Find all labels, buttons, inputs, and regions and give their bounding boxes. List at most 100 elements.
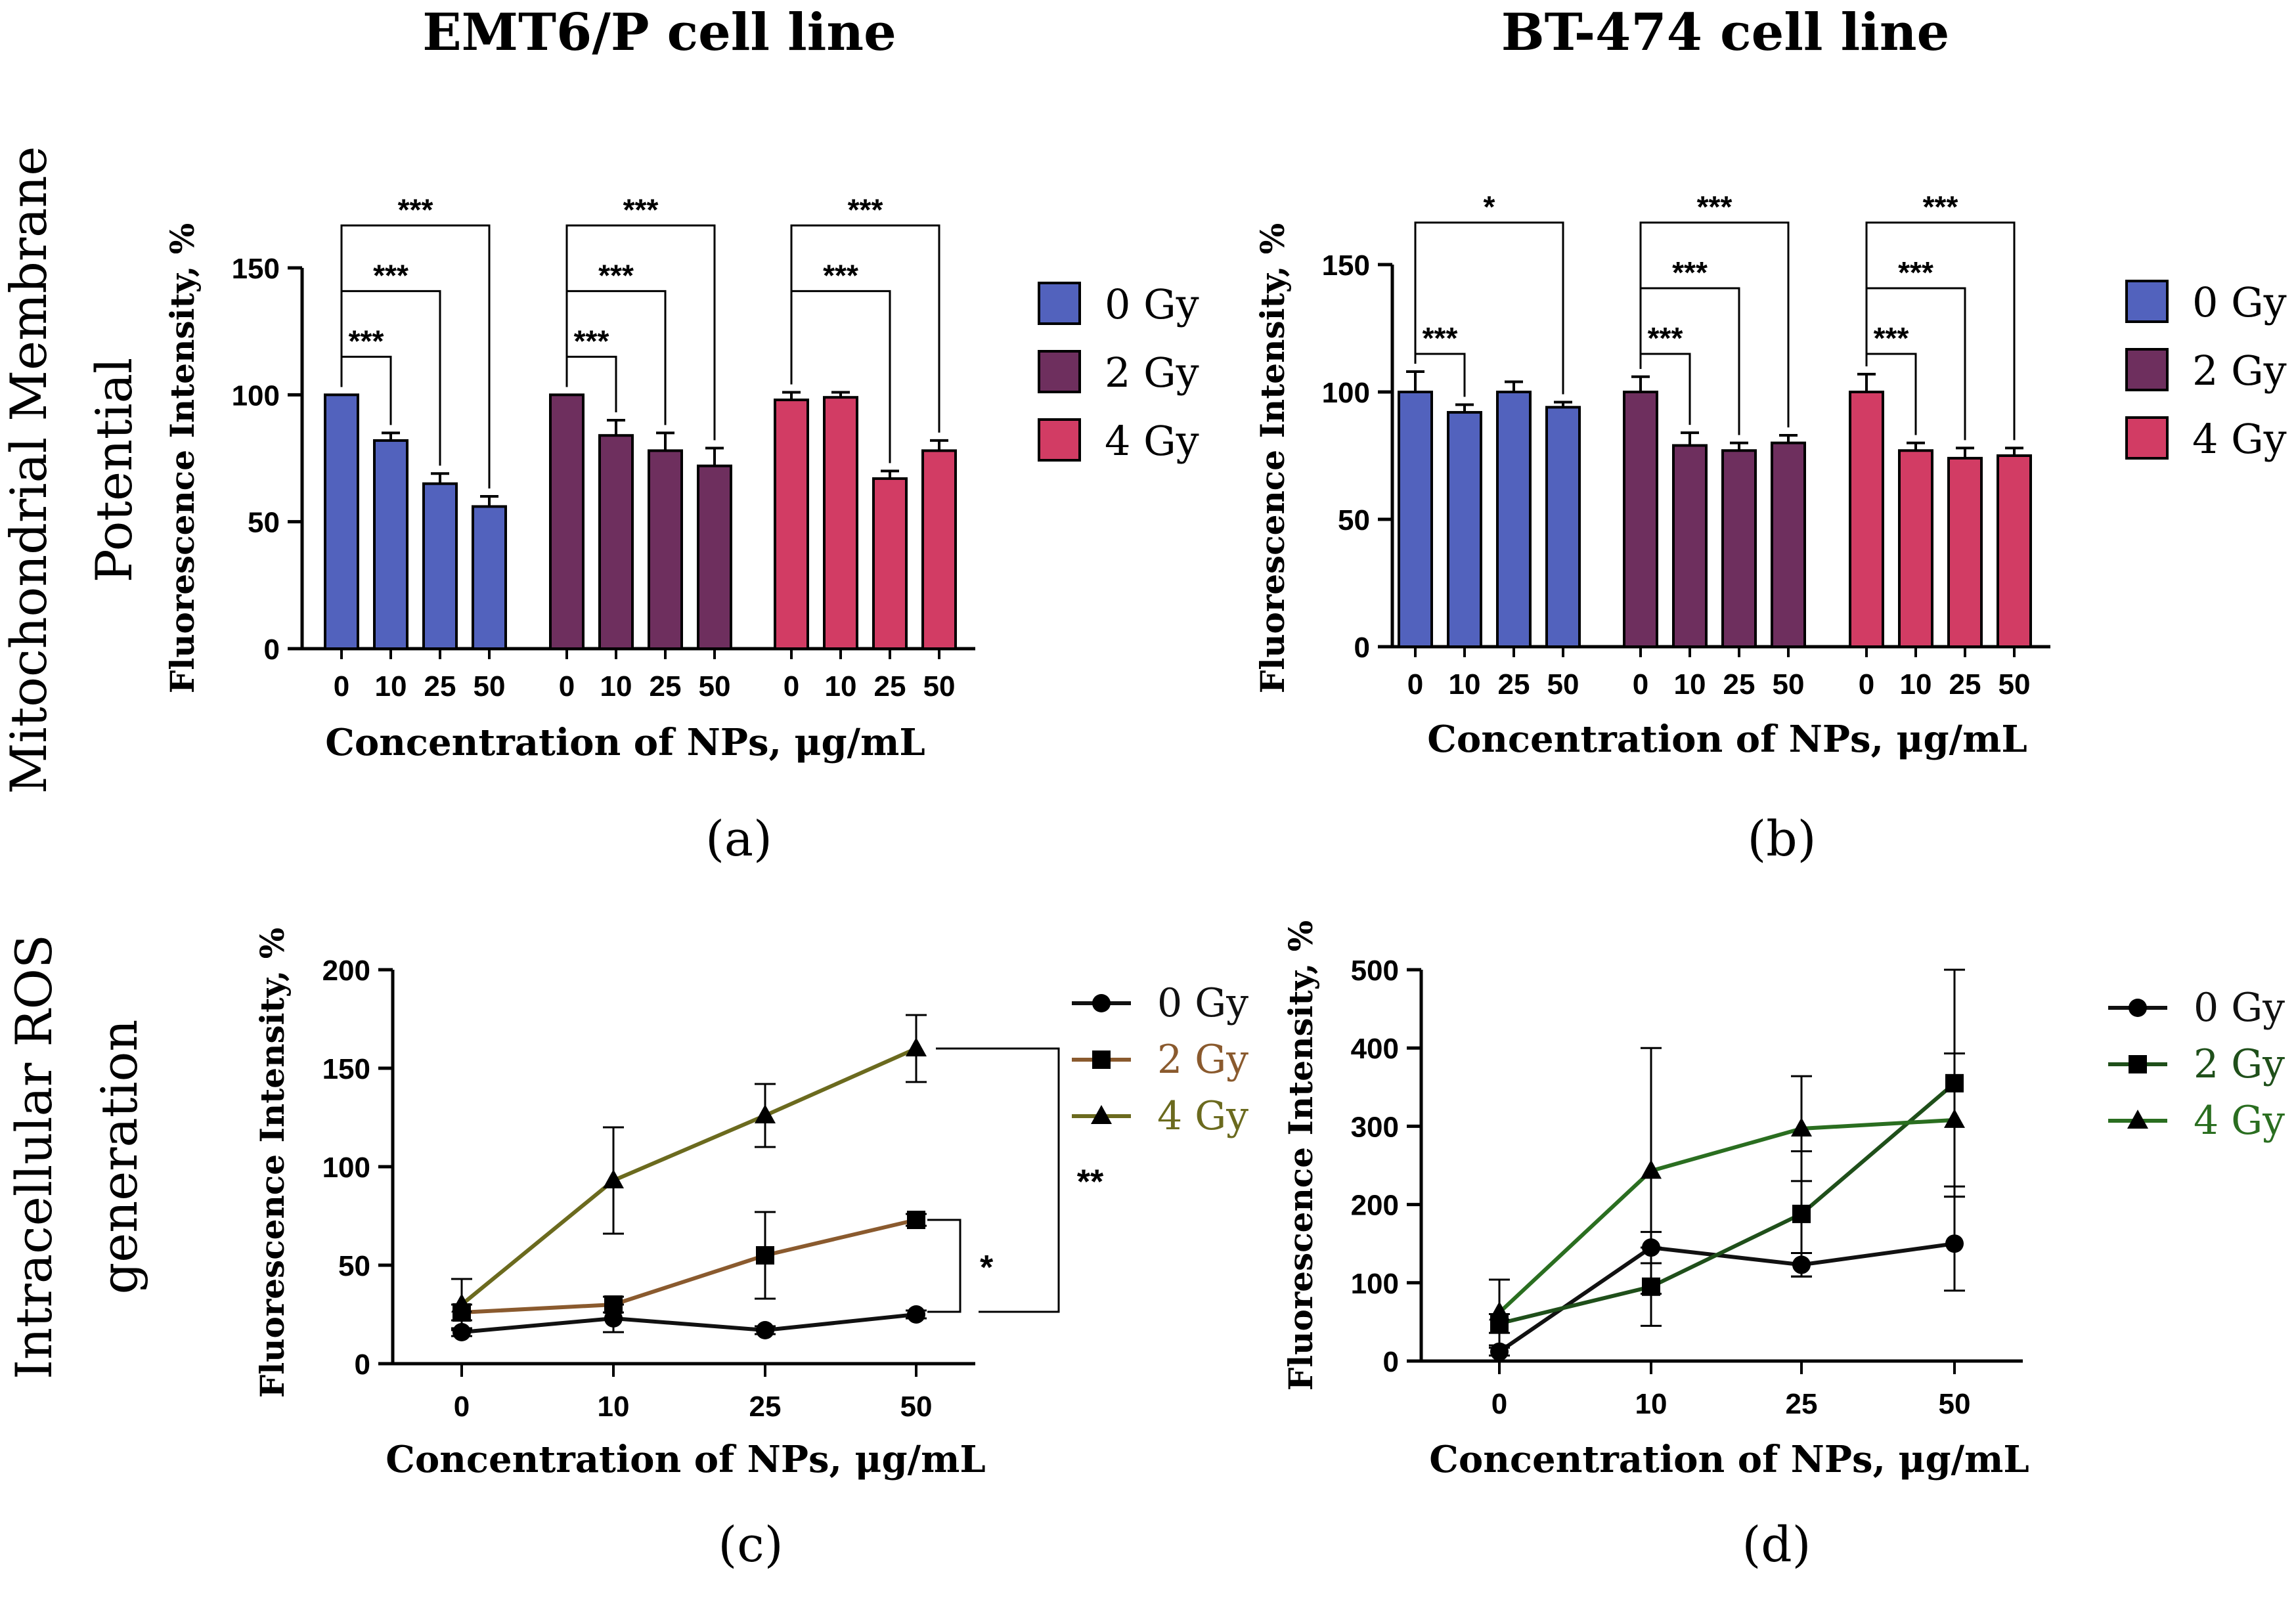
row-label-top-line1: Mitochondrial Membrane bbox=[0, 146, 58, 794]
bar-4gy-25 bbox=[1947, 456, 1983, 648]
panel-letter-a: (a) bbox=[705, 811, 772, 867]
x-tick-label: 0 bbox=[1491, 1388, 1507, 1420]
point-2-2 bbox=[755, 1104, 776, 1123]
series-line-1 bbox=[461, 1218, 917, 1314]
y-axis-label: Fluorescence Intensity, % bbox=[253, 928, 292, 1398]
x-tick-label: 0 bbox=[784, 670, 799, 703]
significance-bracket bbox=[565, 224, 716, 441]
significance-label: ** bbox=[1077, 1163, 1104, 1202]
point-2-3 bbox=[1944, 1108, 1965, 1128]
legend-label-0: 0 Gy bbox=[1157, 980, 1248, 1026]
point-2-3 bbox=[906, 1037, 927, 1056]
y-tick-label: 0 bbox=[1354, 632, 1370, 664]
x-axis-label: Concentration of NPs, μg/mL bbox=[1429, 1438, 2029, 1481]
x-tick-label: 0 bbox=[559, 670, 575, 703]
significance-bracket bbox=[1865, 221, 2016, 441]
x-tick-label: 25 bbox=[650, 670, 682, 703]
y-tick-label: 100 bbox=[322, 1152, 370, 1184]
x-tick-label: 25 bbox=[874, 670, 906, 703]
x-tick-label: 25 bbox=[749, 1391, 782, 1423]
significance-bracket bbox=[1414, 353, 1466, 397]
y-tick-label: 100 bbox=[1351, 1268, 1399, 1300]
y-tick-label: 150 bbox=[232, 253, 280, 285]
y-tick-label: 100 bbox=[232, 379, 280, 412]
x-tick-label: 25 bbox=[1723, 668, 1755, 701]
significance-bracket bbox=[1414, 221, 1564, 395]
bar-0gy-25 bbox=[422, 482, 458, 651]
x-tick-label: 50 bbox=[1939, 1388, 1971, 1420]
x-tick-label: 50 bbox=[1773, 668, 1805, 701]
legend-swatch-0 bbox=[1038, 282, 1081, 325]
legend-label-1: 2 Gy bbox=[1105, 349, 1199, 397]
legend-label-2: 4 Gy bbox=[2194, 1098, 2285, 1144]
row-label-bottom: Intracellular ROS generation bbox=[5, 934, 148, 1379]
point-2-0 bbox=[451, 1293, 472, 1312]
y-axis-label: Fluorescence Intensity, % bbox=[1281, 920, 1320, 1391]
series-line-2 bbox=[1497, 1117, 1955, 1314]
x-tick-label: 10 bbox=[598, 1391, 630, 1423]
panel-letter-c: (c) bbox=[718, 1517, 783, 1573]
title-left: EMT6/P cell line bbox=[422, 3, 896, 62]
point-2-2 bbox=[1791, 1117, 1812, 1137]
y-tick-label: 0 bbox=[355, 1349, 370, 1381]
x-tick-label: 25 bbox=[424, 670, 456, 703]
legend-swatch-1 bbox=[2125, 348, 2169, 391]
y-tick-label: 200 bbox=[322, 955, 370, 987]
significance-label: *** bbox=[1874, 321, 1909, 355]
y-tick-label: 400 bbox=[1351, 1033, 1399, 1065]
x-tick-label: 50 bbox=[1547, 668, 1579, 701]
y-axis-label: Fluorescence Intensity, % bbox=[163, 223, 202, 694]
significance-label: *** bbox=[398, 192, 433, 227]
significance-bracket bbox=[927, 1219, 961, 1313]
bar-4gy-10 bbox=[823, 396, 858, 650]
bar-2gy-10 bbox=[598, 434, 634, 650]
x-tick-label: 10 bbox=[1674, 668, 1706, 701]
bar-4gy-10 bbox=[1898, 449, 1933, 648]
significance-bracket bbox=[340, 224, 491, 488]
point-1-3 bbox=[907, 1211, 925, 1229]
legend-marker-2 bbox=[2127, 1110, 2148, 1129]
x-tick-label: 0 bbox=[1407, 668, 1423, 701]
bar-0gy-10 bbox=[1447, 411, 1482, 648]
bar-4gy-50 bbox=[921, 449, 957, 651]
x-tick-label: 10 bbox=[1635, 1388, 1667, 1420]
significance-label: *** bbox=[349, 324, 384, 358]
significance-bracket bbox=[936, 1047, 1060, 1313]
legend-swatch-0 bbox=[2125, 280, 2169, 323]
significance-label: * bbox=[980, 1249, 994, 1287]
title-right: BT-474 cell line bbox=[1501, 3, 1950, 62]
significance-label: *** bbox=[848, 192, 883, 227]
x-tick-label: 0 bbox=[1633, 668, 1648, 701]
legend-label-0: 0 Gy bbox=[2194, 985, 2285, 1031]
x-tick-label: 0 bbox=[1859, 668, 1874, 701]
y-tick-label: 50 bbox=[248, 507, 280, 539]
legend-marker-1 bbox=[2129, 1055, 2147, 1073]
legend-label-0: 0 Gy bbox=[2192, 278, 2287, 326]
panel-letter-b: (b) bbox=[1747, 811, 1816, 867]
row-label-top: Mitochondrial Membrane Potential bbox=[0, 146, 143, 794]
significance-label: *** bbox=[1648, 321, 1683, 355]
point-1-2 bbox=[756, 1246, 774, 1265]
x-tick-label: 50 bbox=[1998, 668, 2031, 701]
point-0-3 bbox=[1945, 1234, 1964, 1253]
y-tick-label: 150 bbox=[1322, 249, 1370, 282]
significance-bracket bbox=[790, 224, 940, 433]
legend-swatch-2 bbox=[1038, 418, 1081, 462]
x-tick-label: 10 bbox=[600, 670, 632, 703]
significance-label: *** bbox=[373, 258, 408, 292]
x-tick-label: 0 bbox=[454, 1391, 470, 1423]
bar-2gy-50 bbox=[697, 464, 732, 650]
x-tick-label: 0 bbox=[334, 670, 349, 703]
row-label-top-line2: Potential bbox=[85, 358, 143, 583]
bar-4gy-50 bbox=[1997, 454, 2032, 648]
point-2-1 bbox=[1641, 1159, 1662, 1179]
legend-swatch-1 bbox=[1038, 350, 1081, 393]
y-axis-label: Fluorescence Intensity, % bbox=[1253, 223, 1292, 694]
point-0-2 bbox=[756, 1321, 774, 1339]
y-tick-label: 500 bbox=[1351, 955, 1399, 987]
x-tick-label: 25 bbox=[1498, 668, 1530, 701]
x-tick-label: 10 bbox=[375, 670, 407, 703]
